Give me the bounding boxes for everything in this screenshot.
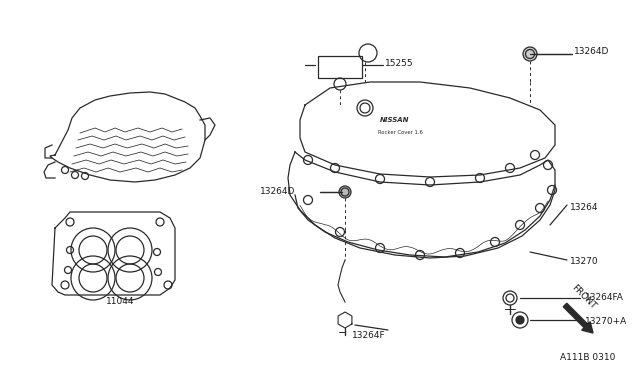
- Bar: [318, 56, 362, 78]
- Text: 13264D: 13264D: [574, 48, 609, 57]
- Text: 13264FA: 13264FA: [585, 294, 624, 302]
- Circle shape: [523, 47, 537, 61]
- Text: 15255: 15255: [385, 58, 413, 67]
- Text: Rocker Cover 1.6: Rocker Cover 1.6: [378, 129, 422, 135]
- FancyArrow shape: [563, 303, 593, 333]
- Text: 13264F: 13264F: [352, 330, 386, 340]
- Text: NISSAN: NISSAN: [380, 117, 410, 123]
- Text: 13270: 13270: [570, 257, 598, 266]
- Text: 13264D: 13264D: [260, 187, 296, 196]
- Circle shape: [516, 316, 524, 324]
- Text: 13264: 13264: [570, 203, 598, 212]
- Text: FRONT: FRONT: [570, 283, 598, 311]
- Text: 13270+A: 13270+A: [585, 317, 627, 327]
- Circle shape: [339, 186, 351, 198]
- Text: 11044: 11044: [106, 298, 134, 307]
- Text: A111B 0310: A111B 0310: [560, 353, 616, 362]
